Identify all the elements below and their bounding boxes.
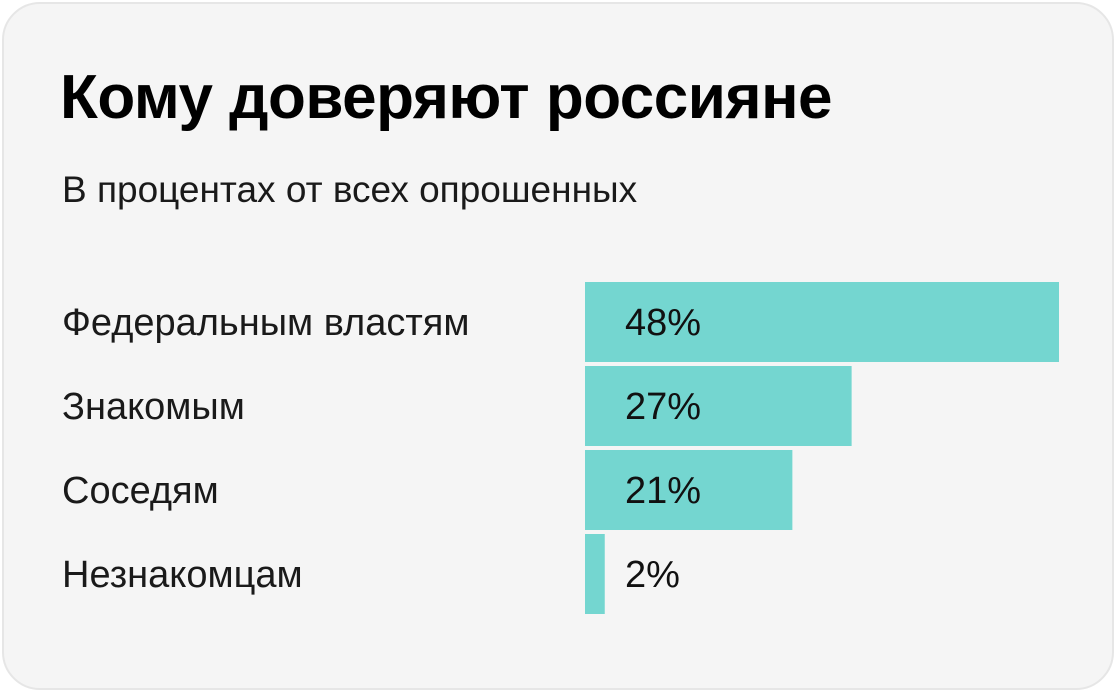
bar-2 [585, 366, 852, 446]
category-label: Знакомым [62, 386, 245, 428]
category-label: Незнакомцам [62, 554, 303, 596]
value-label: 2% [625, 554, 680, 596]
category-label: Соседям [62, 470, 219, 512]
bar-4 [585, 534, 605, 614]
value-label: 27% [625, 386, 701, 428]
chart-subtitle: В процентах от всех опрошенных [62, 169, 638, 210]
bar-3 [585, 450, 793, 530]
chart-title: Кому доверяют россияне [60, 63, 833, 132]
bar-1 [585, 282, 1059, 362]
value-label: 21% [625, 470, 701, 512]
value-label: 48% [625, 302, 701, 344]
category-label: Федеральным властям [62, 302, 469, 344]
